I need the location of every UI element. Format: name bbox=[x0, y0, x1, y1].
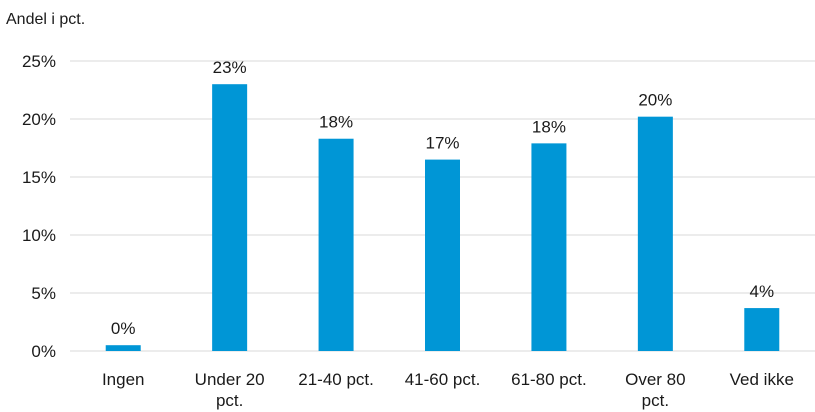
x-category-label: Under 20 pct. bbox=[195, 370, 265, 410]
x-axis-labels: Ingen Under 20 pct. 21-40 pct. 41-60 pct. 61-… bbox=[102, 370, 794, 410]
bar-value-label: 4% bbox=[749, 282, 774, 301]
y-tick-label: 15% bbox=[22, 168, 56, 187]
y-tick-label: 10% bbox=[22, 226, 56, 245]
bar-value-label: 18% bbox=[532, 117, 566, 136]
bar-value-label: 18% bbox=[319, 113, 353, 132]
x-category-label: Ved ikke bbox=[730, 370, 794, 389]
y-axis-title: Andel i pct. bbox=[6, 11, 85, 28]
x-category-label: 61-80 pct. bbox=[511, 370, 587, 389]
bar bbox=[105, 345, 141, 351]
y-tick-label: 25% bbox=[22, 52, 56, 71]
x-category-label: 21-40 pct. bbox=[298, 370, 374, 389]
bar-value-label: 17% bbox=[425, 134, 459, 153]
x-category-label: 41-60 pct. bbox=[405, 370, 481, 389]
bar bbox=[531, 143, 567, 351]
y-tick-label: 20% bbox=[22, 110, 56, 129]
bar bbox=[744, 308, 780, 351]
bar bbox=[425, 159, 460, 351]
bar bbox=[637, 116, 673, 352]
bar-value-label: 0% bbox=[111, 319, 136, 338]
bar bbox=[318, 138, 354, 351]
y-tick-label: 0% bbox=[31, 342, 56, 361]
data-labels: 0% 23% 18% 17% 18% 20% 4% bbox=[111, 58, 774, 338]
bar-value-label: 20% bbox=[638, 91, 672, 110]
y-tick-label: 5% bbox=[31, 284, 56, 303]
bar-value-label: 23% bbox=[213, 58, 247, 77]
x-category-label: Ingen bbox=[102, 370, 145, 389]
bar bbox=[212, 84, 248, 351]
y-axis-ticks: 0% 5% 10% 15% 20% 25% bbox=[22, 52, 56, 361]
bars bbox=[105, 84, 780, 352]
x-category-label: Over 80 pct. bbox=[625, 370, 685, 410]
